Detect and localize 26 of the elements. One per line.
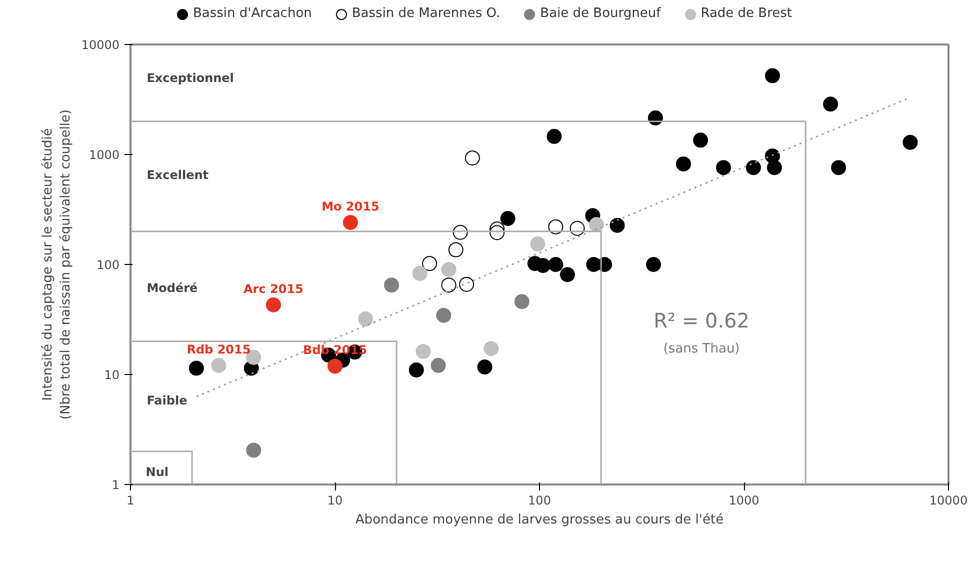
annotation: Nul (146, 465, 169, 480)
legend-label: Bassin de Marennes O. (352, 5, 500, 23)
y-tick-label: 10 (104, 368, 120, 382)
annotation: Modéré (146, 280, 198, 295)
legend-label: Baie de Bourgneuf (540, 5, 661, 23)
x-tick-label: 10 (327, 494, 343, 508)
annotation: (sans Thau) (663, 342, 740, 357)
x-tick-label: 100 (528, 494, 551, 508)
x-tick-label: 1000 (728, 494, 760, 508)
legend-label: Rade de Brest (700, 5, 792, 23)
x-axis-title: Abondance moyenne de larves grosses au cours de l'été (355, 512, 724, 528)
y-axis-title: Intensité du captage sur le secteur étudié (Nbre total de naissain par équivalent coupelle) (40, 109, 74, 420)
annotation: Rdb 2015 (186, 342, 251, 356)
x-tick-label: 10000 (929, 494, 968, 508)
annotation: Mo 2015 (322, 199, 380, 214)
legend-label: Bassin d'Arcachon (193, 5, 312, 23)
annotation: Exceptionnel (146, 70, 234, 85)
annotation: R² = 0.62 (654, 308, 750, 333)
annotation: Faible (146, 394, 188, 408)
annotation: Arc 2015 (243, 282, 304, 296)
x-tick-label: 1 (126, 494, 134, 508)
y-tick-label: 1 (112, 478, 120, 492)
y-tick-label: 100 (96, 258, 120, 272)
annotation: Excellent (146, 168, 209, 182)
y-tick-label: 10000 (81, 38, 120, 52)
y-tick-label: 1000 (88, 148, 120, 162)
